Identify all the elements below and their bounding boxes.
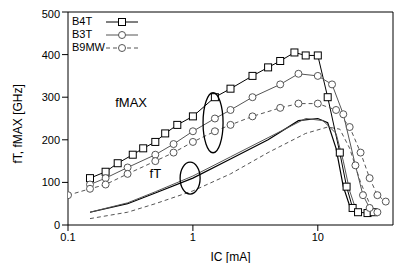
html-text:B3T: B3T <box>72 28 93 40</box>
svg-text:200: 200 <box>42 134 60 146</box>
svg-text:fT: fT <box>150 166 162 181</box>
svg-text:0: 0 <box>54 219 60 231</box>
svg-text:300: 300 <box>42 91 60 103</box>
svg-text:1: 1 <box>190 231 196 243</box>
svg-text:fT, fMAX [GHz]: fT, fMAX [GHz] <box>11 84 25 163</box>
html-text:B9MW: B9MW <box>72 41 105 53</box>
svg-text:400: 400 <box>42 49 60 61</box>
svg-text:fMAX: fMAX <box>115 95 147 110</box>
svg-text:100: 100 <box>42 176 60 188</box>
svg-text:IC [mA]: IC [mA] <box>210 250 250 263</box>
svg-text:10: 10 <box>312 231 324 243</box>
svg-text:0.1: 0.1 <box>60 231 75 243</box>
svg-text:500: 500 <box>42 8 60 20</box>
html-text:B4T: B4T <box>72 15 93 27</box>
